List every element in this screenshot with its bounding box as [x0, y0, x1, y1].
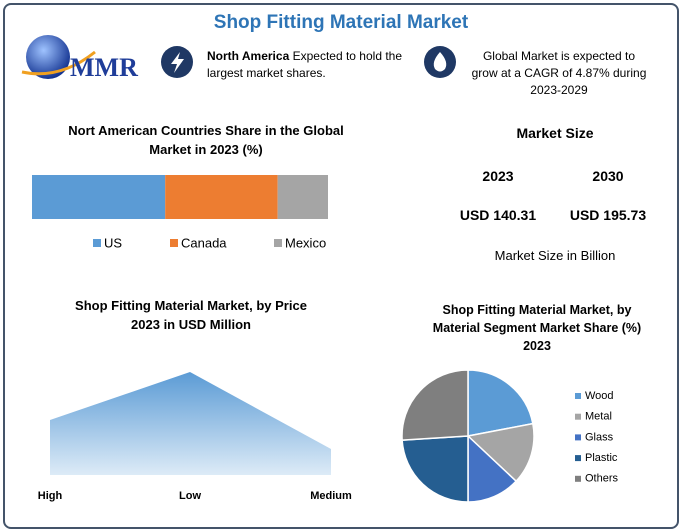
x-tick-label: Medium	[310, 490, 352, 502]
callout-text: Global Market is expected to grow at a C…	[471, 49, 647, 97]
logo-globe	[26, 35, 70, 79]
area	[50, 372, 331, 475]
callout-bold: North America	[207, 49, 290, 63]
legend-marker	[170, 239, 178, 247]
legend-label: US	[104, 235, 122, 250]
bar-segment	[277, 175, 328, 219]
year: 2023	[482, 168, 514, 184]
frame	[3, 3, 679, 529]
legend-label: Plastic	[585, 452, 618, 464]
callout: North America Expected to hold the large…	[207, 48, 417, 82]
x-tick-label: Low	[179, 490, 201, 502]
legend-label: Others	[585, 473, 619, 485]
pie-slice	[401, 369, 469, 441]
legend-label: Metal	[585, 411, 612, 423]
legend-marker	[274, 239, 282, 247]
chart-title: Nort American Countries Share in the Glo…	[68, 123, 344, 157]
legend-marker	[575, 393, 581, 399]
chart-title: Shop Fitting Material Market, by Price 2…	[75, 298, 307, 332]
pie-slice	[466, 422, 535, 483]
market-value: USD 140.31	[459, 207, 537, 223]
bar-segment	[165, 175, 278, 219]
x-tick-label: High	[38, 490, 63, 502]
pie-slice	[467, 369, 534, 437]
market-value: USD 195.73	[569, 207, 647, 223]
legend-label: Wood	[585, 390, 614, 402]
chart-title: Shop Fitting Material Market, by Materia…	[432, 303, 642, 353]
legend-marker	[575, 475, 581, 482]
legend-marker	[575, 434, 581, 441]
logo-swoosh	[21, 50, 96, 76]
logo-text: MMR	[70, 53, 138, 82]
legend-marker	[575, 455, 581, 462]
legend-label: Glass	[585, 431, 614, 443]
legend-marker	[575, 413, 581, 420]
year: 2030	[592, 168, 624, 184]
legend-label: Mexico	[285, 235, 326, 250]
icon-flame	[433, 52, 447, 72]
icon-bolt	[171, 52, 184, 73]
pie-slice	[401, 435, 469, 503]
legend-label: Canada	[181, 235, 227, 250]
market-size-title: Market Size	[516, 125, 594, 141]
market-size-note: Market Size in Billion	[494, 248, 616, 263]
callout-text: Expected to hold the largest market shar…	[207, 49, 403, 80]
bar-segment	[32, 175, 166, 219]
legend-marker	[93, 239, 101, 247]
page-title: Shop Fitting Material Market	[213, 12, 469, 33]
